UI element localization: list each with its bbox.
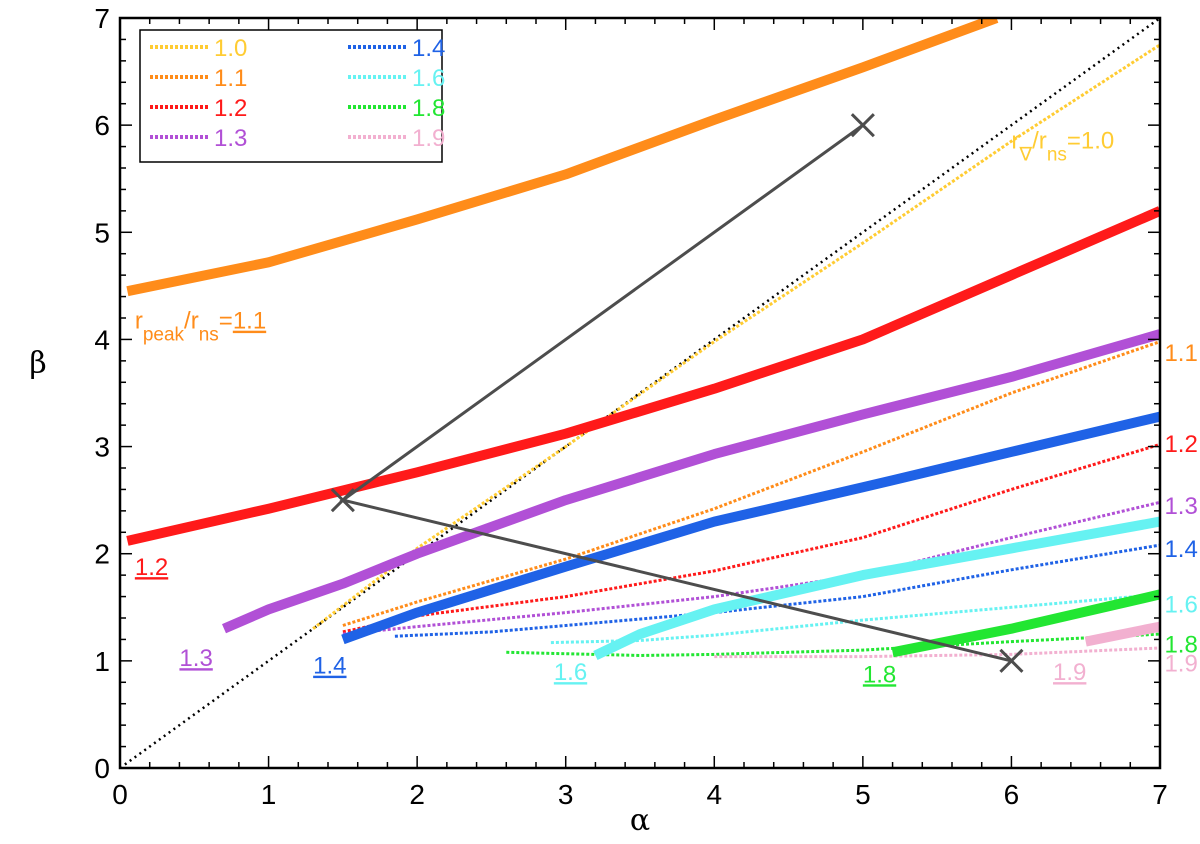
- legend: 1.0 1.1 1.2 1.3 1.4 1.6 1.8 1.9: [139, 29, 445, 163]
- curve-label-1-4: 1.4: [313, 653, 346, 680]
- x-marker: [999, 648, 1024, 673]
- curve-label-1-2: 1.2: [1164, 431, 1197, 458]
- legend-label: 1.8: [412, 95, 445, 122]
- y-tick-label: 6: [94, 110, 110, 141]
- y-tick-label: 3: [94, 432, 110, 463]
- x-tick-label: 7: [1152, 779, 1168, 810]
- dashed-series-1-8: [506, 632, 1160, 658]
- diagonal-line: [120, 18, 1160, 768]
- x-tick-label: 0: [112, 779, 128, 810]
- thick-series-1-3: [222, 329, 1160, 634]
- x-axis-title: α: [630, 803, 650, 838]
- y-tick-label: 1: [94, 646, 110, 677]
- dashed-series-1-6: [550, 592, 1160, 645]
- curve-label-1-8: 1.8: [1164, 631, 1197, 658]
- plot-area: [120, 18, 1160, 768]
- curve-label-1-8: 1.8: [863, 661, 896, 688]
- x-tick-label: 1: [261, 779, 277, 810]
- x-marker: [850, 113, 875, 138]
- thick-series-1-1: [126, 18, 999, 297]
- legend-label: 1.6: [412, 65, 445, 92]
- curve-label-1-3: 1.3: [1164, 493, 1197, 520]
- axis-ticks: [119, 17, 1161, 769]
- x-marker: [330, 488, 355, 513]
- legend-label: 1.9: [412, 125, 445, 152]
- x-tick-label: 6: [1004, 779, 1020, 810]
- legend-label: 1.1: [214, 65, 247, 92]
- curve-label-1-9: 1.9: [1164, 651, 1197, 678]
- y-tick-label: 2: [94, 539, 110, 570]
- curve-label-1-2: 1.2: [135, 554, 168, 581]
- curve-label-1-1: 1.1: [1164, 340, 1197, 367]
- legend-label: 1.2: [214, 95, 247, 122]
- legend-label: 1.0: [214, 35, 247, 62]
- legend-label: 1.4: [412, 35, 445, 62]
- y-tick-label: 7: [94, 3, 110, 34]
- dashed-series-1-1: [342, 340, 1160, 627]
- thick-series-1-6: [593, 516, 1160, 661]
- legend-label: 1.3: [214, 125, 247, 152]
- y-tick-label: 0: [94, 753, 110, 784]
- thick-series-1-2: [126, 206, 1160, 546]
- x-tick-label: 2: [409, 779, 425, 810]
- curve-label-1-9: 1.9: [1053, 659, 1086, 686]
- thick-series-1-4: [341, 411, 1160, 645]
- thick-series-1-9: [1084, 621, 1160, 647]
- y-axis-title: β: [29, 346, 46, 381]
- curve-label-1-6: 1.6: [1164, 592, 1197, 619]
- thick-series-1-8: [891, 589, 1160, 658]
- peak-ratio-annotation: rpeak/rns=1.1: [135, 308, 266, 346]
- curve-label-1-6: 1.6: [554, 659, 587, 686]
- y-tick-label: 4: [94, 324, 110, 355]
- dashed-series-1-3: [342, 500, 1160, 636]
- y-tick-label: 5: [94, 217, 110, 248]
- plot-frame: [118, 16, 1162, 770]
- dashed-series-1-9: [714, 646, 1160, 659]
- x-tick-label: 5: [855, 779, 871, 810]
- x-tick-label: 3: [558, 779, 574, 810]
- grad-ratio-annotation: r∇/rns=1.0: [1011, 128, 1114, 166]
- curve-label-1-3: 1.3: [179, 645, 212, 672]
- x-tick-label: 4: [706, 779, 722, 810]
- x-path-line: [339, 123, 1012, 663]
- curve-label-1-4: 1.4: [1164, 536, 1197, 563]
